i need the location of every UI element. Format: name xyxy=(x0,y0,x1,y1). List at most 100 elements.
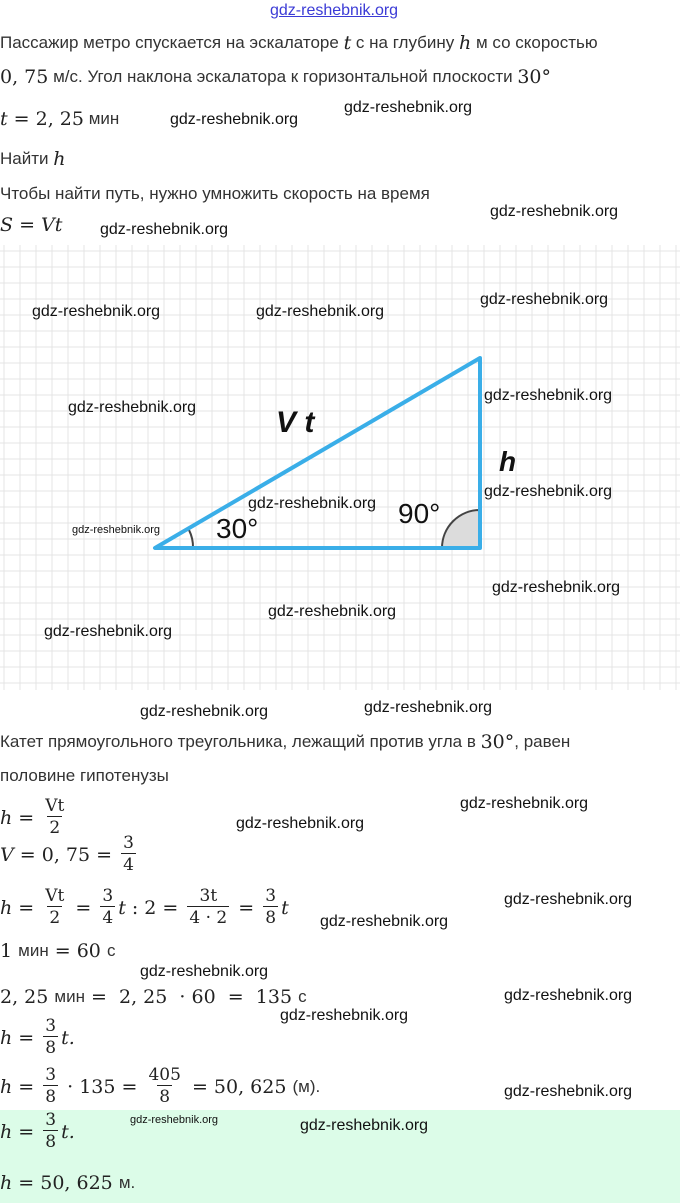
math: h xyxy=(0,1075,13,1098)
hypotenuse-label: V t xyxy=(276,406,316,439)
solution-line: h = Vt 2 xyxy=(0,796,69,839)
denominator: 2 xyxy=(47,816,63,838)
math: t xyxy=(343,32,352,54)
right-angle-label: 90° xyxy=(398,498,440,529)
text: мин xyxy=(83,109,120,128)
right-angle-arc xyxy=(440,508,481,549)
numerator: 3 xyxy=(123,833,134,853)
text: м. xyxy=(118,1173,136,1192)
problem-line: Найти h xyxy=(0,148,65,170)
denominator: 8 xyxy=(43,1085,59,1107)
problem-line: Чтобы найти путь, нужно умножить скорост… xyxy=(0,184,430,204)
math: t xyxy=(281,896,289,919)
watermark: gdz-reshebnik.org xyxy=(490,203,619,220)
problem-line: t = 2, 25 мин xyxy=(0,108,119,130)
text: , равен xyxy=(514,732,571,751)
watermark: gdz-reshebnik.org xyxy=(504,987,633,1004)
watermark: gdz-reshebnik.org xyxy=(236,815,365,832)
solution-line: Катет прямоугольного треугольника, лежащ… xyxy=(0,731,570,753)
solution-line: 1 мин = 60 с xyxy=(0,940,115,962)
math: h xyxy=(459,32,472,54)
denominator: 8 xyxy=(263,906,279,928)
watermark: gdz-reshebnik.org xyxy=(484,483,613,500)
math: V xyxy=(0,843,14,866)
denominator: 4 xyxy=(100,906,116,928)
text: (м). xyxy=(292,1076,321,1096)
watermark: gdz-reshebnik.org xyxy=(344,99,473,116)
triangle-diagram: V t h 90° 30° xyxy=(0,245,680,690)
watermark: gdz-reshebnik.org xyxy=(32,303,161,320)
math: = 2, 25 xyxy=(7,108,84,130)
watermark: gdz-reshebnik.org xyxy=(170,111,299,128)
math: = xyxy=(12,1075,41,1098)
math: = 0, 75 = xyxy=(13,843,119,866)
math: = xyxy=(232,896,261,919)
denominator: 4 · 2 xyxy=(187,906,230,928)
text: Чтобы найти путь, нужно умножить скорост… xyxy=(0,184,430,203)
math: h xyxy=(0,1172,13,1194)
numerator: 405 xyxy=(148,1065,181,1085)
math: = 50, 625 xyxy=(12,1172,119,1194)
math: = 60 xyxy=(48,940,107,962)
watermark: gdz-reshebnik.org xyxy=(68,399,197,416)
math: t xyxy=(118,896,126,919)
denominator: 2 xyxy=(47,906,63,928)
math: = xyxy=(12,896,41,919)
leg-label: h xyxy=(499,446,516,477)
numerator: Vt xyxy=(45,886,65,906)
text: мин xyxy=(54,987,85,1006)
answer-line: h = 50, 625 м. xyxy=(0,1172,135,1194)
fraction: 3t 4 · 2 xyxy=(187,886,230,929)
watermark: gdz-reshebnik.org xyxy=(256,303,385,320)
math: = xyxy=(13,214,42,236)
watermark: gdz-reshebnik.org xyxy=(484,387,613,404)
watermark: gdz-reshebnik.org xyxy=(320,913,449,930)
math: h xyxy=(0,1026,13,1049)
problem-line: Пассажир метро спускается на эскалаторе … xyxy=(0,32,598,54)
math: Vt xyxy=(41,214,63,236)
math: h xyxy=(0,896,13,919)
math: 0, 75 xyxy=(0,66,49,88)
problem-line: S = Vt xyxy=(0,214,62,236)
watermark: gdz-reshebnik.org xyxy=(72,524,161,536)
numerator: 3t xyxy=(199,886,218,906)
numerator: 3 xyxy=(102,886,114,906)
numerator: 3 xyxy=(45,1065,57,1085)
text: Катет прямоугольного треугольника, лежащ… xyxy=(0,732,481,751)
denominator: 4 xyxy=(121,853,136,875)
text: Найти xyxy=(0,149,54,168)
watermark: gdz-reshebnik.org xyxy=(100,221,229,238)
watermark: gdz-reshebnik.org xyxy=(268,603,397,620)
watermark: gdz-reshebnik.org xyxy=(130,1114,219,1126)
watermark: gdz-reshebnik.org xyxy=(480,291,609,308)
math: h xyxy=(0,1120,13,1143)
math: = 2, 25 · 60 = 135 xyxy=(84,986,299,1008)
watermark: gdz-reshebnik.org xyxy=(140,963,269,980)
numerator: 3 xyxy=(45,1016,57,1036)
math: = xyxy=(12,1026,41,1049)
math: t. xyxy=(61,1120,75,1143)
math: 30° xyxy=(517,66,552,88)
denominator: 8 xyxy=(43,1036,59,1058)
watermark: gdz-reshebnik.org xyxy=(460,795,589,812)
watermark: gdz-reshebnik.org xyxy=(280,1007,409,1024)
math: · 135 = xyxy=(61,1075,144,1098)
denominator: 8 xyxy=(43,1130,59,1152)
site-link[interactable]: gdz-reshebnik.org xyxy=(270,2,399,19)
watermark: gdz-reshebnik.org xyxy=(504,1083,633,1100)
math: = xyxy=(69,896,98,919)
text: мин xyxy=(18,941,49,960)
numerator: Vt xyxy=(45,796,65,816)
problem-line: 0, 75 м/с. Угол наклона эскалатора к гор… xyxy=(0,66,551,88)
solution-line: 2, 25 мин = 2, 25 · 60 = 135 с xyxy=(0,986,307,1008)
fraction: Vt 2 xyxy=(43,886,66,929)
math: 2, 25 xyxy=(0,986,55,1008)
